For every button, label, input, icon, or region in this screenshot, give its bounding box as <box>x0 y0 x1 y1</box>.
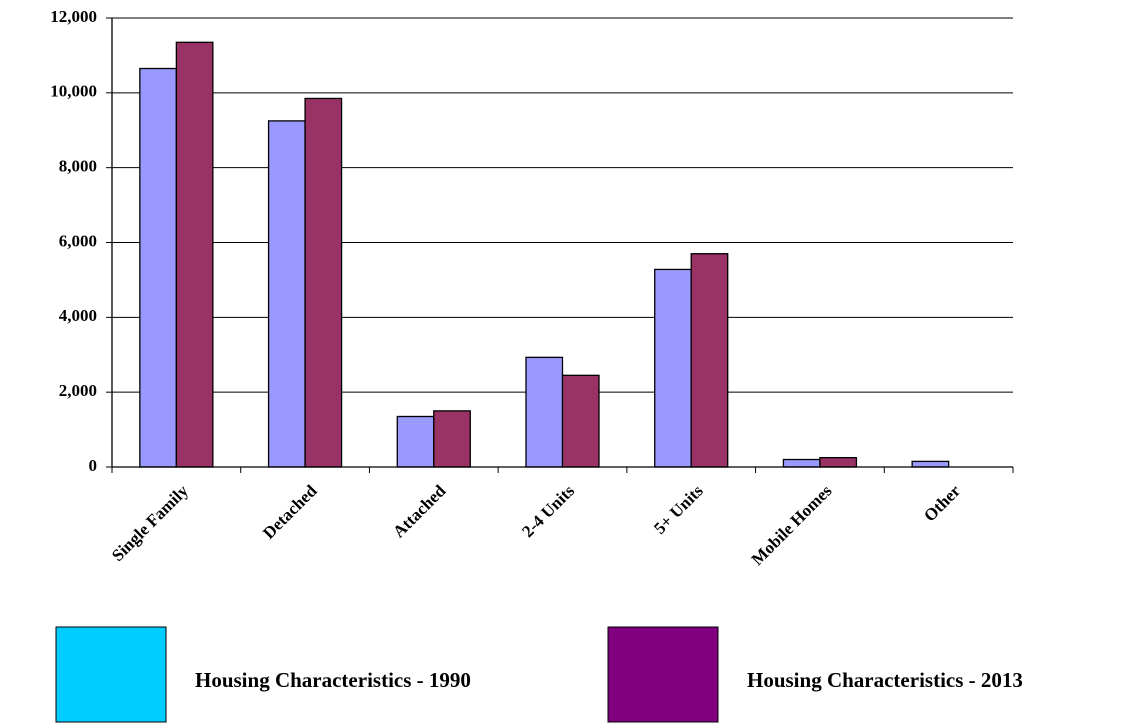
y-tick-label: 4,000 <box>59 306 97 325</box>
bar <box>690 253 729 468</box>
bar <box>433 410 471 468</box>
y-tick-label: 8,000 <box>59 157 97 176</box>
y-tick-label: 12,000 <box>50 7 97 26</box>
x-tick-label: Other <box>920 481 964 525</box>
bar <box>819 456 858 468</box>
bar <box>654 268 692 468</box>
legend-label: Housing Characteristics - 1990 <box>195 668 471 692</box>
x-tick-label: 5+ Units <box>650 481 707 538</box>
bar <box>561 374 600 468</box>
legend-label: Housing Characteristics - 2013 <box>747 668 1023 692</box>
y-tick-label: 6,000 <box>59 231 97 250</box>
x-tick-label: 2-4 Units <box>518 481 578 541</box>
bar <box>911 460 950 468</box>
x-tick-label: Detached <box>259 481 321 543</box>
legend-swatch <box>607 626 719 723</box>
bar <box>175 41 214 468</box>
bar <box>782 458 821 468</box>
legend-swatch <box>55 626 167 723</box>
y-tick-label: 0 <box>89 456 98 475</box>
bar <box>267 120 306 468</box>
bar <box>525 356 564 468</box>
bar <box>304 97 343 468</box>
x-tick-label: Attached <box>389 481 450 542</box>
bar <box>139 67 178 468</box>
y-tick-label: 10,000 <box>50 82 97 101</box>
y-tick-label: 2,000 <box>59 381 97 400</box>
x-tick-label: Single Family <box>108 481 192 565</box>
bar <box>396 415 435 468</box>
x-tick-label: Mobile Homes <box>748 481 836 569</box>
